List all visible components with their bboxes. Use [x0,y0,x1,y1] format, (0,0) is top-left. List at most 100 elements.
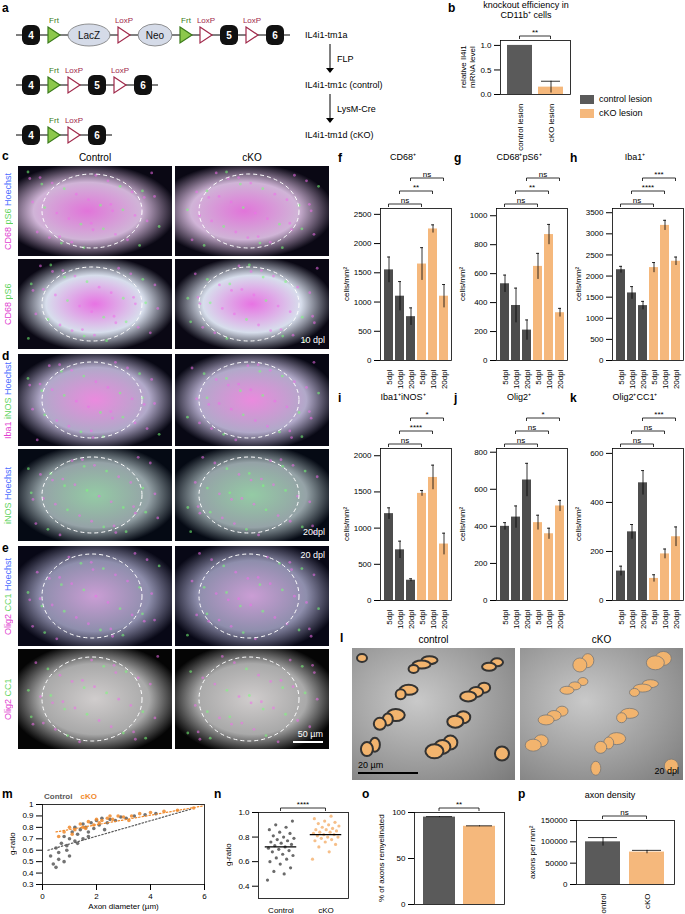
svg-text:5dpl: 5dpl [617,369,626,384]
svg-text:800: 800 [474,448,488,457]
svg-text:10dpl: 10dpl [628,609,637,629]
svg-text:5dpl: 5dpl [418,369,427,384]
svg-text:IL4i1-tm1d (cKO): IL4i1-tm1d (cKO) [305,130,374,140]
svg-text:2000: 2000 [354,451,372,460]
svg-text:3500: 3500 [586,208,604,217]
svg-text:500: 500 [358,327,372,336]
svg-text:10dpl: 10dpl [512,369,521,389]
svg-text:4: 4 [148,892,153,901]
svg-text:1: 1 [29,800,34,809]
svg-text:5dpl: 5dpl [501,609,510,624]
svg-text:6: 6 [94,130,100,141]
svg-text:Frt: Frt [49,116,60,125]
svg-text:**: ** [532,28,538,37]
svg-text:6: 6 [202,892,207,901]
svg-text:0: 0 [40,892,45,901]
svg-text:20dpl: 20dpl [556,609,565,629]
svg-text:200: 200 [474,559,488,568]
svg-text:ns: ns [633,436,641,445]
svg-text:200: 200 [474,327,488,336]
svg-text:5dpl: 5dpl [650,369,659,384]
svg-text:10dpl: 10dpl [512,609,521,629]
svg-text:cKO lesion: cKO lesion [547,104,556,143]
svg-text:10dpl: 10dpl [661,609,670,629]
svg-text:20dpl: 20dpl [440,369,449,389]
svg-text:600: 600 [474,269,488,278]
svg-text:200: 200 [590,547,604,556]
svg-text:control lesion: control lesion [516,104,525,151]
svg-text:50: 50 [397,854,406,863]
svg-text:LoxP: LoxP [243,16,261,25]
svg-text:5dpl: 5dpl [385,369,394,384]
svg-text:2000: 2000 [586,272,604,281]
svg-text:1500: 1500 [354,268,372,277]
svg-text:0: 0 [483,596,488,605]
svg-text:ns: ns [401,196,409,205]
svg-text:Frt: Frt [49,16,60,25]
svg-text:0.9: 0.9 [22,811,34,820]
svg-text:***: *** [654,170,663,179]
svg-text:LysM-Cre: LysM-Cre [337,104,376,114]
svg-text:ns: ns [644,423,652,432]
svg-text:20dpl: 20dpl [407,609,416,629]
svg-text:10dpl: 10dpl [429,609,438,629]
svg-text:LoxP: LoxP [65,116,83,125]
svg-text:Frt: Frt [181,16,192,25]
svg-text:4: 4 [28,80,34,91]
svg-text:LacZ: LacZ [78,30,100,41]
svg-text:ns: ns [528,423,536,432]
svg-text:4: 4 [28,30,34,41]
svg-text:ns: ns [423,170,431,179]
svg-text:20dpl: 20dpl [440,609,449,629]
svg-text:10dpl: 10dpl [661,369,670,389]
svg-text:0: 0 [599,596,604,605]
svg-text:1000: 1000 [586,314,604,323]
svg-text:150000: 150000 [541,816,568,825]
svg-text:20dpl: 20dpl [523,369,532,389]
svg-text:5: 5 [226,30,232,41]
svg-text:20dpl: 20dpl [556,369,565,389]
svg-text:10dpl: 10dpl [429,369,438,389]
svg-text:600: 600 [590,449,604,458]
svg-text:0.0: 0.0 [480,90,492,99]
svg-text:6: 6 [140,80,146,91]
svg-text:6: 6 [272,30,278,41]
svg-text:400: 400 [474,298,488,307]
svg-text:5dpl: 5dpl [501,369,510,384]
svg-text:400: 400 [474,522,488,531]
svg-text:10dpl: 10dpl [396,609,405,629]
svg-text:20dpl: 20dpl [639,609,648,629]
svg-text:**: ** [413,183,419,192]
svg-text:2500: 2500 [586,251,604,260]
svg-text:800: 800 [474,240,488,249]
svg-text:4: 4 [28,130,34,141]
svg-text:2500: 2500 [354,210,372,219]
svg-text:10dpl: 10dpl [396,369,405,389]
svg-text:0.4: 0.4 [22,869,34,878]
svg-text:LoxP: LoxP [111,66,129,75]
svg-text:ns: ns [633,196,641,205]
svg-text:FLP: FLP [337,54,354,64]
svg-text:1500: 1500 [354,487,372,496]
svg-text:1000: 1000 [354,524,372,533]
svg-text:1000: 1000 [470,211,488,220]
svg-text:IL4i1-tm1c (control): IL4i1-tm1c (control) [305,80,383,90]
svg-text:ns: ns [401,436,409,445]
svg-text:LoxP: LoxP [115,16,133,25]
svg-text:10dpl: 10dpl [545,609,554,629]
svg-text:ns: ns [517,196,525,205]
svg-text:Frt: Frt [49,66,60,75]
svg-text:*: * [541,410,544,419]
svg-text:5dpl: 5dpl [385,609,394,624]
svg-text:****: **** [297,800,309,809]
svg-text:5dpl: 5dpl [650,609,659,624]
svg-text:0.6: 0.6 [22,846,34,855]
svg-text:20dpl: 20dpl [672,609,681,629]
svg-text:0.5: 0.5 [22,857,34,866]
svg-text:20dpl: 20dpl [672,369,681,389]
svg-text:0.3: 0.3 [22,880,34,889]
svg-text:LoxP: LoxP [197,16,215,25]
svg-text:cKO: cKO [318,906,334,914]
svg-text:1000: 1000 [354,298,372,307]
svg-text:Neo: Neo [146,30,165,41]
